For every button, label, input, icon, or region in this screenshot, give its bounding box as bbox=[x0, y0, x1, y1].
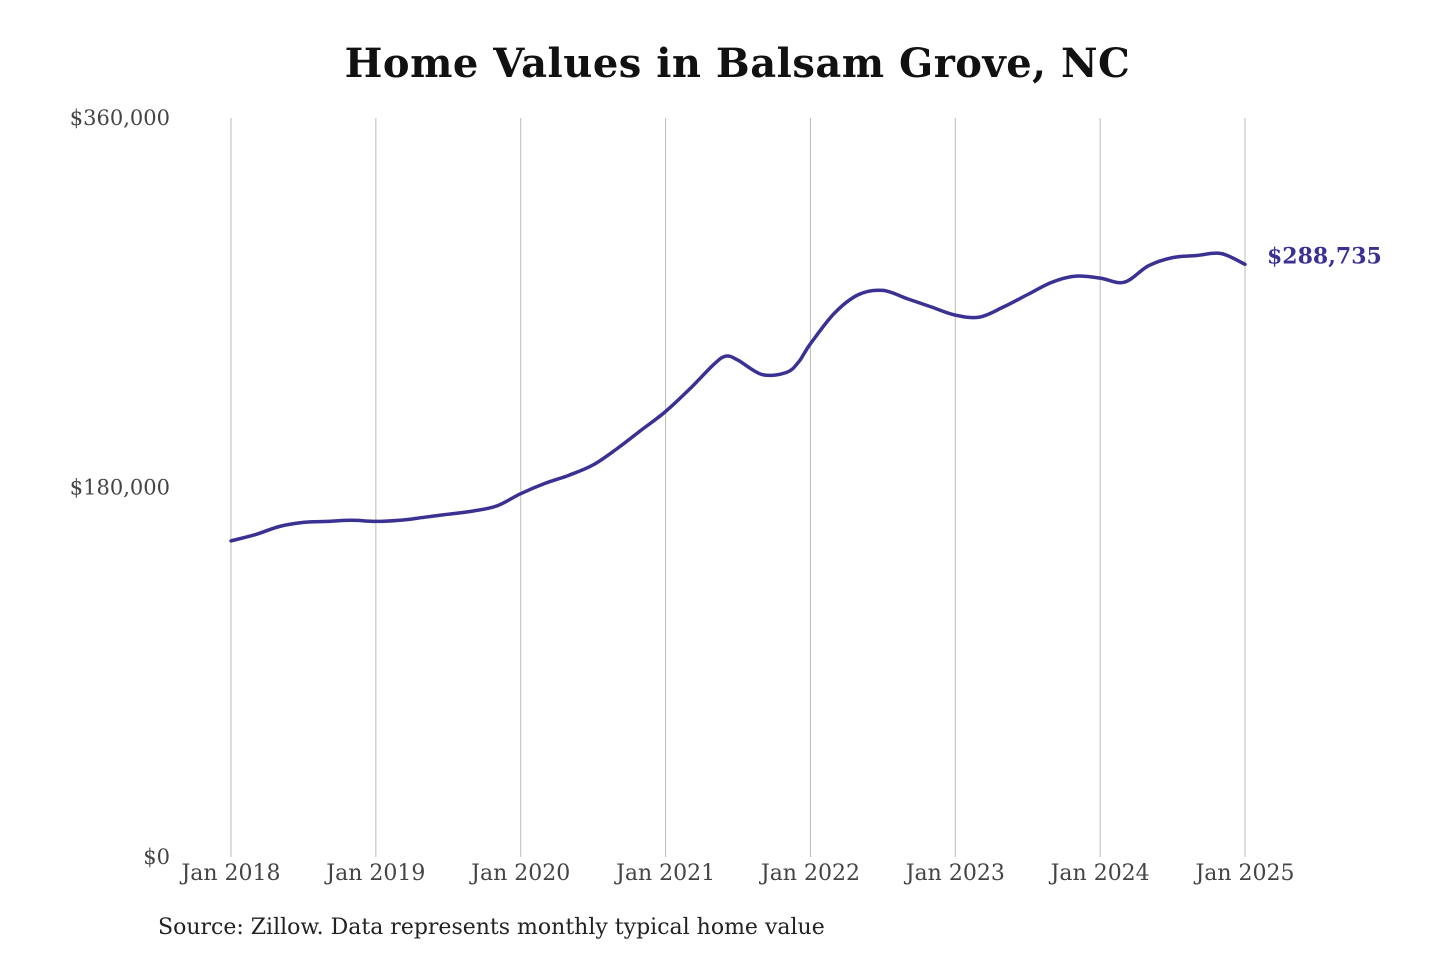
x-axis: Jan 2018 Jan 2019 Jan 2020 Jan 2021 Jan 2022… bbox=[179, 861, 1294, 886]
x-tick-label: Jan 2019 bbox=[324, 861, 425, 886]
x-tick-label: Jan 2021 bbox=[614, 861, 715, 886]
series-layer bbox=[229, 251, 1247, 543]
x-tick-label: Jan 2020 bbox=[469, 861, 570, 886]
y-tick-label: $180,000 bbox=[70, 476, 170, 500]
x-tick-label: Jan 2018 bbox=[179, 861, 280, 886]
gridlines bbox=[230, 118, 1246, 857]
y-tick-label: $0 bbox=[143, 845, 170, 869]
end-value-label: $288,735 bbox=[1267, 243, 1382, 269]
annotation-layer: $288,735 bbox=[1267, 243, 1382, 269]
chart-title: Home Values in Balsam Grove, NC bbox=[344, 40, 1131, 87]
x-tick-label: Jan 2023 bbox=[904, 861, 1005, 886]
x-tick-label: Jan 2024 bbox=[1049, 861, 1150, 886]
y-tick-label: $360,000 bbox=[70, 106, 170, 130]
y-axis: $0 $180,000 $360,000 bbox=[70, 106, 170, 869]
series-line bbox=[229, 251, 1247, 543]
x-tick-label: Jan 2022 bbox=[759, 861, 860, 886]
source-note: Source: Zillow. Data represents monthly … bbox=[158, 915, 825, 940]
x-tick-label: Jan 2025 bbox=[1193, 861, 1294, 886]
